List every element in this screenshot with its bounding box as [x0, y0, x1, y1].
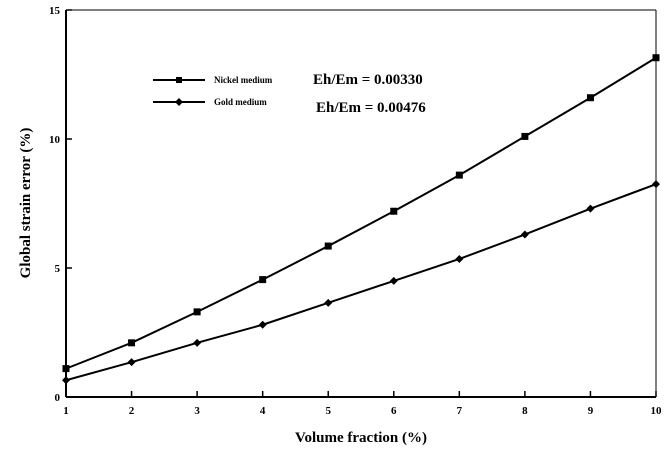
legend: Nickel medium Gold medium [153, 75, 273, 107]
x-tick-label: 7 [457, 405, 463, 417]
data-point-series-0 [586, 94, 594, 102]
data-point-series-1 [258, 320, 267, 329]
y-tick-label: 15 [49, 5, 61, 17]
series-layer [62, 54, 660, 385]
data-point-series-0 [521, 132, 529, 140]
series-line-0 [65, 56, 657, 370]
legend-label-gold: Gold medium [214, 97, 267, 107]
y-ticks: 0 5 10 15 [49, 5, 72, 404]
y-tick-label: 10 [49, 134, 61, 146]
annotation-nickel-ratio: Eh/Em = 0.00330 [313, 72, 423, 88]
x-tick-label: 2 [129, 405, 135, 417]
series-line-1 [65, 183, 657, 382]
legend-label-nickel: Nickel medium [214, 75, 273, 85]
y-axis-title: Global strain error (%) [18, 128, 34, 279]
y-tick-label: 0 [55, 392, 61, 404]
x-tick-label: 10 [651, 405, 663, 417]
data-point-series-1 [455, 254, 464, 263]
data-point-series-0 [324, 242, 332, 250]
annotation-gold-ratio: Eh/Em = 0.00476 [316, 100, 426, 116]
x-tick-label: 3 [194, 405, 200, 417]
data-point-series-0 [390, 207, 398, 215]
legend-marker-gold [175, 98, 183, 106]
x-tick-label: 6 [391, 405, 397, 417]
x-tick-label: 4 [260, 405, 266, 417]
legend-marker-nickel [176, 77, 182, 83]
data-point-series-1 [193, 338, 202, 347]
y-tick-label: 5 [55, 263, 61, 275]
data-point-series-0 [455, 171, 463, 179]
data-point-series-1 [389, 276, 398, 285]
x-tick-label: 1 [63, 405, 69, 417]
data-point-series-1 [62, 376, 70, 385]
x-tick-label: 9 [588, 405, 594, 417]
data-point-series-0 [193, 308, 201, 316]
data-point-series-0 [259, 276, 267, 284]
data-point-series-1 [520, 230, 529, 239]
data-point-series-0 [652, 54, 660, 62]
plot-area [65, 9, 657, 398]
x-tick-label: 5 [325, 405, 331, 417]
data-point-series-0 [62, 365, 70, 373]
data-point-series-1 [127, 358, 136, 367]
data-point-series-1 [652, 180, 660, 189]
x-ticks: 1 2 3 4 5 6 7 8 9 10 [63, 391, 662, 417]
x-axis-title: Volume fraction (%) [295, 430, 427, 446]
data-point-series-1 [324, 298, 333, 307]
data-point-series-0 [128, 339, 136, 347]
x-tick-label: 8 [522, 405, 528, 417]
data-point-series-1 [586, 204, 595, 213]
